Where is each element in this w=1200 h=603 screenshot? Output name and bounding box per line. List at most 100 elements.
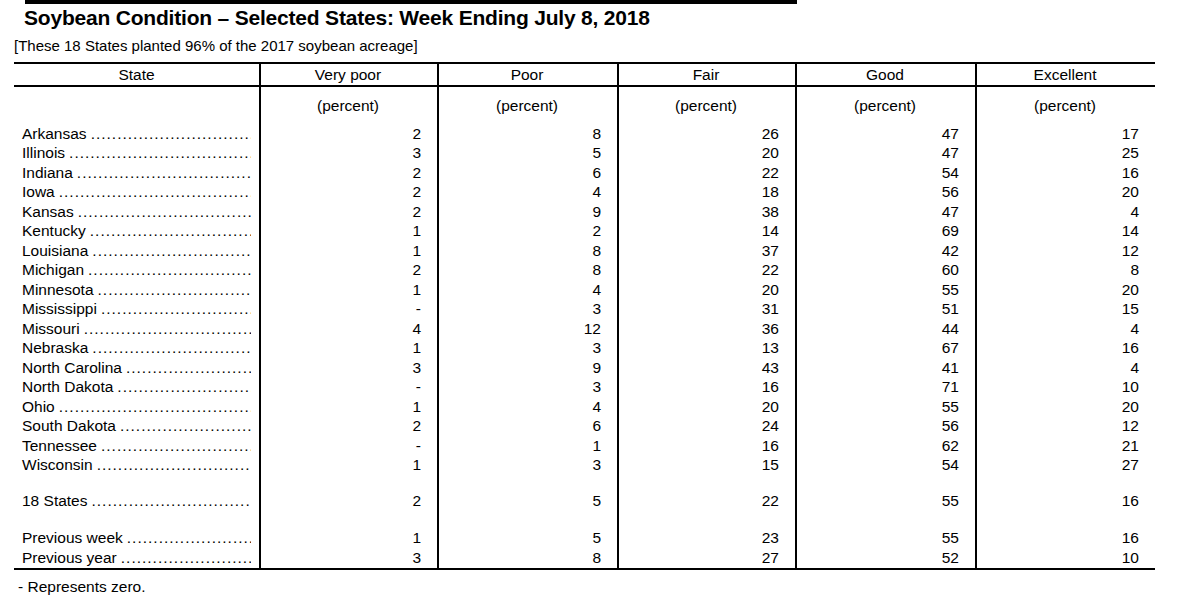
- state-cell: Previous week ..........................…: [14, 529, 259, 547]
- dot-leader: ........................................…: [126, 359, 251, 377]
- dot-leader: ........................................…: [101, 300, 251, 318]
- state-label: North Carolina: [22, 359, 122, 377]
- column-separator: [975, 64, 977, 568]
- state-cell: Mississippi ............................…: [14, 300, 259, 318]
- value-cell-excellent: 20: [975, 281, 1155, 299]
- value-cell-excellent: 10: [975, 378, 1155, 396]
- dot-leader: ........................................…: [59, 183, 251, 201]
- soybean-condition-table: State Very poor Poor Fair Good Excellent…: [14, 62, 1155, 570]
- value-cell-very-poor: 2: [259, 183, 437, 201]
- unit-row: (percent) (percent) (percent) (percent) …: [14, 96, 1155, 116]
- unit-label: (percent): [259, 97, 437, 115]
- value-cell-fair: 23: [617, 529, 795, 547]
- state-label: Michigan: [22, 261, 84, 279]
- value-cell-excellent: 16: [975, 529, 1155, 547]
- value-cell-poor: 3: [437, 378, 617, 396]
- state-cell: Iowa ...................................…: [14, 183, 259, 201]
- value-cell-fair: 38: [617, 203, 795, 221]
- value-cell-poor: 6: [437, 417, 617, 435]
- state-label: Kentucky: [22, 222, 86, 240]
- table-row: 18 States ..............................…: [14, 491, 1155, 511]
- dot-leader: ........................................…: [91, 125, 251, 143]
- table-row: Previous year ..........................…: [14, 548, 1155, 568]
- state-cell: Ohio ...................................…: [14, 398, 259, 416]
- state-cell: South Dakota ...........................…: [14, 417, 259, 435]
- state-label: Wisconsin: [22, 456, 93, 474]
- table-row: Missouri ...............................…: [14, 319, 1155, 339]
- value-cell-fair: 22: [617, 261, 795, 279]
- value-cell-good: 47: [795, 125, 975, 143]
- dot-leader: ........................................…: [121, 549, 251, 567]
- spacer: [14, 475, 1155, 491]
- value-cell-excellent: 16: [975, 492, 1155, 510]
- state-cell: Nebraska ...............................…: [14, 339, 259, 357]
- value-cell-good: 67: [795, 339, 975, 357]
- table-row: Minnesota ..............................…: [14, 280, 1155, 300]
- table-row: Previous week ..........................…: [14, 529, 1155, 549]
- value-cell-good: 69: [795, 222, 975, 240]
- value-cell-fair: 16: [617, 437, 795, 455]
- value-cell-very-poor: 3: [259, 549, 437, 567]
- value-cell-good: 62: [795, 437, 975, 455]
- value-cell-excellent: 4: [975, 359, 1155, 377]
- footnote: - Represents zero.: [18, 578, 1200, 596]
- state-label: Minnesota: [22, 281, 94, 299]
- table-header-row: State Very poor Poor Fair Good Excellent: [14, 64, 1155, 87]
- state-label: Mississippi: [22, 300, 97, 318]
- value-cell-excellent: 21: [975, 437, 1155, 455]
- value-cell-good: 41: [795, 359, 975, 377]
- state-label: Previous year: [22, 549, 117, 567]
- value-cell-very-poor: 1: [259, 242, 437, 260]
- value-cell-fair: 16: [617, 378, 795, 396]
- state-cell: Previous year ..........................…: [14, 549, 259, 567]
- value-cell-very-poor: 1: [259, 529, 437, 547]
- dot-leader: ........................................…: [84, 320, 251, 338]
- value-cell-fair: 20: [617, 281, 795, 299]
- state-cell: Wisconsin ..............................…: [14, 456, 259, 474]
- state-cell: Kansas .................................…: [14, 203, 259, 221]
- value-cell-good: 55: [795, 492, 975, 510]
- value-cell-poor: 2: [437, 222, 617, 240]
- value-cell-excellent: 20: [975, 183, 1155, 201]
- value-cell-fair: 24: [617, 417, 795, 435]
- value-cell-good: 54: [795, 456, 975, 474]
- state-label: North Dakota: [22, 378, 113, 396]
- value-cell-excellent: 10: [975, 549, 1155, 567]
- table-row: Kansas .................................…: [14, 202, 1155, 222]
- table-row: Illinois ...............................…: [14, 144, 1155, 164]
- spacer: [14, 511, 1155, 529]
- table-row: South Dakota ...........................…: [14, 417, 1155, 437]
- table-row: Mississippi ............................…: [14, 300, 1155, 320]
- dot-leader: ........................................…: [92, 242, 251, 260]
- table-row: Nebraska ...............................…: [14, 339, 1155, 359]
- value-cell-fair: 37: [617, 242, 795, 260]
- value-cell-good: 42: [795, 242, 975, 260]
- value-cell-poor: 9: [437, 203, 617, 221]
- value-cell-excellent: 4: [975, 320, 1155, 338]
- value-cell-fair: 36: [617, 320, 795, 338]
- table-row: Michigan ...............................…: [14, 261, 1155, 281]
- state-label: Tennessee: [22, 437, 97, 455]
- value-cell-very-poor: 4: [259, 320, 437, 338]
- value-cell-fair: 15: [617, 456, 795, 474]
- value-cell-excellent: 27: [975, 456, 1155, 474]
- value-cell-poor: 5: [437, 529, 617, 547]
- dot-leader: ........................................…: [59, 398, 251, 416]
- dot-leader: ........................................…: [101, 437, 251, 455]
- value-cell-good: 51: [795, 300, 975, 318]
- value-cell-fair: 13: [617, 339, 795, 357]
- value-cell-fair: 27: [617, 549, 795, 567]
- table-row: North Dakota ...........................…: [14, 378, 1155, 398]
- value-cell-good: 55: [795, 529, 975, 547]
- value-cell-poor: 3: [437, 300, 617, 318]
- column-separator: [795, 64, 797, 568]
- value-cell-fair: 22: [617, 164, 795, 182]
- column-separator: [259, 64, 261, 568]
- value-cell-excellent: 25: [975, 144, 1155, 162]
- dot-leader: ........................................…: [97, 456, 251, 474]
- value-cell-very-poor: 3: [259, 359, 437, 377]
- value-cell-poor: 5: [437, 492, 617, 510]
- value-cell-very-poor: -: [259, 437, 437, 455]
- value-cell-poor: 12: [437, 320, 617, 338]
- value-cell-very-poor: -: [259, 300, 437, 318]
